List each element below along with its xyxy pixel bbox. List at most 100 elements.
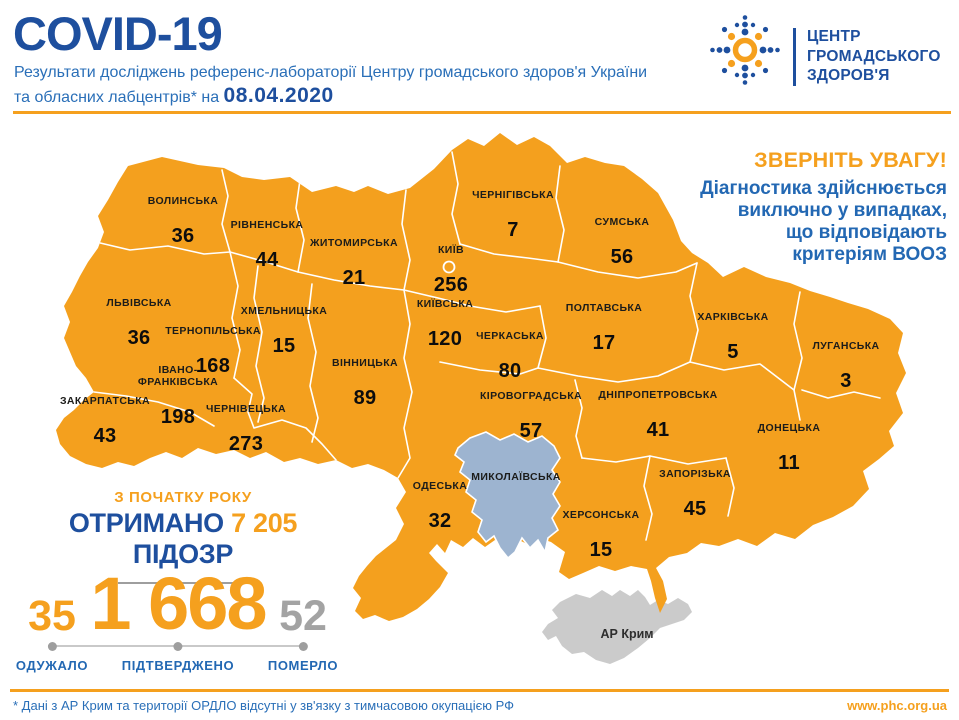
- region-name: КИЇВСЬКА: [416, 298, 474, 310]
- stat-item: 35 ОДУЖАЛО: [16, 552, 88, 673]
- region-label-block: ЛУГАНСЬКА 3: [812, 322, 879, 410]
- oblast-borders: [93, 151, 881, 541]
- region-name: КИЇВ: [437, 244, 465, 256]
- stat-value: 52: [279, 592, 327, 641]
- region-label-block: МИКОЛАЇВСЬКА: [471, 453, 561, 519]
- region-value: 3: [840, 370, 852, 392]
- region-value: 168: [195, 355, 231, 377]
- footer-note: * Дані з АР Крим та території ОРДЛО відс…: [13, 698, 515, 713]
- region-label-block: ЧЕРНІГІВСЬКА 7: [472, 171, 554, 259]
- summary-intro: З ПОЧАТКУ РОКУ: [114, 489, 252, 506]
- region-name: КІРОВОГРАДСЬКА: [479, 390, 583, 402]
- region-label-block: РІВНЕНСЬКА 44: [231, 201, 304, 289]
- region-value: 198: [160, 406, 196, 428]
- mykolaiv-region-shape: [454, 431, 561, 560]
- region-label-block: КІРОВОГРАДСЬКА 57: [480, 372, 582, 460]
- stat-label: ПОМЕРЛО: [267, 658, 339, 673]
- region-label-block: ОДЕСЬКА 32: [413, 462, 467, 550]
- region-value: 256: [433, 274, 469, 296]
- region-name: МИКОЛАЇВСЬКА: [471, 471, 561, 483]
- logo-line3: ЗДОРОВ'Я: [807, 67, 890, 84]
- region-value: 80: [498, 360, 522, 382]
- region-value: 15: [272, 335, 296, 357]
- region-label-block: ЧЕРКАСЬКА 80: [476, 312, 544, 400]
- region-name: ВОЛИНСЬКА: [147, 195, 219, 207]
- region-name: ЧЕРНІВЕЦЬКА: [205, 403, 287, 415]
- region-value: 57: [519, 420, 543, 442]
- region-label-block: ХЕРСОНСЬКА 15: [563, 491, 640, 579]
- header-divider: [13, 111, 951, 114]
- region-value: 43: [93, 425, 117, 447]
- region-value: 41: [646, 419, 670, 441]
- region-value: 45: [683, 498, 707, 520]
- crimea-region-shape: [542, 590, 692, 664]
- region-value: 36: [127, 327, 151, 349]
- phc-logo-icon: [710, 15, 780, 85]
- stat-dot-icon: [173, 642, 183, 651]
- region-value: 5: [727, 341, 739, 363]
- region-value: 21: [342, 267, 366, 289]
- region-name: ЛЬВІВСЬКА: [106, 297, 172, 309]
- region-label-block: КИЇВСЬКА 120: [417, 280, 473, 368]
- logo-divider: [793, 28, 796, 86]
- region-value: 56: [610, 246, 634, 268]
- region-name: ХАРКІВСЬКА: [697, 311, 769, 323]
- region-label-block: КИЇВ 256: [434, 226, 468, 314]
- region-value: 15: [589, 539, 613, 561]
- region-value: 32: [428, 510, 452, 532]
- region-value: 17: [592, 332, 616, 354]
- region-value: 273: [228, 433, 264, 455]
- region-name: ЛУГАНСЬКА: [812, 340, 880, 352]
- suspicions-prefix: ОТРИМАНО: [68, 508, 232, 538]
- notice-line: виключно у випадках,: [737, 200, 947, 221]
- region-label-block: ПОЛТАВСЬКА 17: [566, 284, 642, 372]
- stat-label: ОДУЖАЛО: [15, 658, 89, 673]
- region-name: РІВНЕНСЬКА: [230, 219, 304, 231]
- region-label-block: ІВАНО- ФРАНКІВСЬКА 198: [138, 346, 218, 446]
- notice-title: ЗВЕРНІТЬ УВАГУ!: [754, 148, 947, 172]
- notice-line: що відповідають: [785, 222, 947, 243]
- stat-value: 1 668: [90, 561, 267, 645]
- region-name: ХЕРСОНСЬКА: [562, 509, 640, 521]
- region-name: ЗАПОРІЗЬКА: [659, 468, 731, 480]
- region-label-block: СУМСЬКА 56: [595, 198, 650, 286]
- logo-line1: ЦЕНТР: [807, 28, 861, 45]
- region-label-block: ХМЕЛЬНИЦЬКА 15: [241, 287, 327, 375]
- region-name: ВІННИЦЬКА: [331, 357, 399, 369]
- stat-value: 35: [28, 592, 76, 641]
- region-value: 11: [778, 452, 800, 474]
- region-label-block: ВОЛИНСЬКА 36: [148, 177, 218, 265]
- region-value: 89: [353, 387, 377, 409]
- subtitle-line2: та обласних лабцентрів* на: [14, 89, 224, 106]
- region-label-block: ЧЕРНІВЕЦЬКА 273: [206, 385, 286, 473]
- suspicions-count: 7 205: [231, 508, 298, 538]
- stat-dot-icon: [298, 642, 308, 651]
- region-name: ЖИТОМИРСЬКА: [310, 237, 398, 249]
- page-subtitle: Результати досліджень референс-лаборатор…: [14, 61, 647, 109]
- ukraine-silhouette: [56, 133, 906, 621]
- stat-item: 52 ПОМЕРЛО: [268, 552, 338, 673]
- stat-label: ПІДТВЕРДЖЕНО: [121, 658, 235, 673]
- summary-header: З ПОЧАТКУ РОКУ ОТРИМАНО 7 205 ПІДОЗР: [18, 489, 348, 584]
- region-label-block: ДНІПРОПЕТРОВСЬКА 41: [598, 371, 717, 459]
- attention-notice: ЗВЕРНІТЬ УВАГУ! Діагностика здійснюється…: [700, 148, 947, 266]
- region-label-block: ЖИТОМИРСЬКА 21: [310, 219, 398, 307]
- page-title: COVID-19: [13, 7, 223, 60]
- region-value: 120: [427, 328, 463, 350]
- logo-text: ЦЕНТР ГРОМАДСЬКОГО ЗДОРОВ'Я: [807, 27, 941, 86]
- region-label-block: ДОНЕЦЬКА 11: [758, 404, 821, 492]
- region-label-block: ХАРКІВСЬКА 5: [697, 293, 768, 381]
- phc-logo: ЦЕНТР ГРОМАДСЬКОГО ЗДОРОВ'Я: [697, 15, 947, 102]
- report-date: 08.04.2020: [223, 84, 334, 107]
- region-name: СУМСЬКА: [594, 216, 650, 228]
- logo-line2: ГРОМАДСЬКОГО: [807, 47, 941, 65]
- phc-website-link[interactable]: www.phc.org.ua: [847, 698, 947, 713]
- region-name: ОДЕСЬКА: [412, 480, 468, 492]
- footer-divider: [10, 689, 949, 692]
- subtitle-line1: Результати досліджень референс-лаборатор…: [14, 64, 648, 81]
- crimea-label: АР Крим: [600, 627, 654, 641]
- notice-line: критеріям ВООЗ: [792, 244, 947, 265]
- region-label-block: ТЕРНОПІЛЬСЬКА 168: [165, 307, 261, 395]
